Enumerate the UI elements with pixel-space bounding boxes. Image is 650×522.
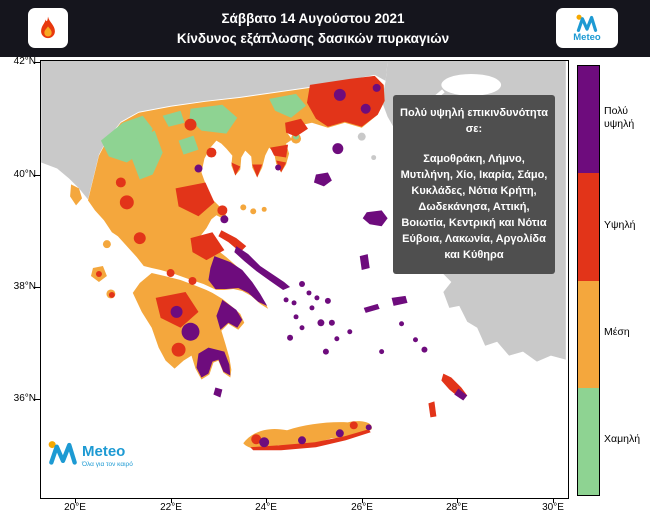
cyclades-island <box>299 325 305 331</box>
cyclades-island <box>293 314 299 320</box>
dodecanese-island <box>421 346 428 353</box>
header-bar: Σάββατο 14 Αυγούστου 2021 Κίνδυνος εξάπλ… <box>0 0 650 57</box>
lat-label-36n: 36°N <box>13 393 36 404</box>
north-euboea-red <box>218 230 247 253</box>
annotation-title: Πολύ υψηλή επικινδυνότητα σε: <box>400 107 548 135</box>
karpathos <box>428 401 437 418</box>
legend-color-medium <box>578 280 599 388</box>
annotation-body: Σαμοθράκη, Λήμνο, Μυτιλήνη, Χίο, Ικαρία,… <box>400 152 548 261</box>
header-logo-box: Meteo <box>556 8 618 48</box>
annotation-box: Πολύ υψηλή επικινδυνότητα σε: Σαμοθράκη,… <box>393 95 555 275</box>
legend-label-medium: Μέση <box>604 326 630 338</box>
chios <box>359 254 370 271</box>
legend-label-low: Χαμηλή <box>604 433 641 445</box>
watermark-brand: Meteo <box>82 443 126 460</box>
cyclades-island <box>322 348 329 355</box>
lon-tick <box>266 498 267 503</box>
fire-icon-box <box>28 8 68 48</box>
lon-label-24e: 24°E <box>255 502 277 513</box>
lon-tick <box>362 498 363 503</box>
grey-island <box>371 155 377 161</box>
samothrace <box>332 143 344 155</box>
dodecanese-island <box>399 321 405 327</box>
dodecanese-island <box>412 337 418 343</box>
legend-color-very-high <box>578 66 599 174</box>
legend-color-low <box>578 387 599 495</box>
watermark-tagline: Όλα για τον καιρό <box>82 461 133 468</box>
lesbos <box>362 210 388 227</box>
cyclades-island <box>328 319 335 326</box>
cyclades-island <box>306 290 312 296</box>
cyclades-island <box>334 336 340 342</box>
sporades-island <box>261 206 267 212</box>
cyclades-island <box>283 297 289 303</box>
south-crete-red <box>250 429 371 451</box>
watermark-text: Meteo Όλα για τον καιρό <box>82 444 133 468</box>
lat-tick <box>34 287 40 288</box>
ikaria <box>363 303 380 313</box>
legend-label-high: Υψηλή <box>604 219 636 231</box>
dodecanese-island <box>379 349 385 355</box>
lon-tick <box>171 498 172 503</box>
cyclades-island <box>317 319 325 327</box>
risk-very-high-areas <box>170 83 468 448</box>
lon-label-30e: 30°E <box>542 502 564 513</box>
lon-tick <box>553 498 554 503</box>
header-titles: Σάββατο 14 Αυγούστου 2021 Κίνδυνος εξάπλ… <box>80 0 546 57</box>
flame-icon <box>41 16 55 39</box>
lon-label-20e: 20°E <box>64 502 86 513</box>
header-date: Σάββατο 14 Αυγούστου 2021 <box>221 11 405 26</box>
header-logo-text: Meteo <box>573 32 601 44</box>
mainland-greece <box>87 75 385 309</box>
cyclades-island <box>347 329 353 335</box>
thrace-red <box>306 75 385 127</box>
map-frame: Πολύ υψηλή επικινδυνότητα σε: Σαμοθράκη,… <box>40 60 569 499</box>
lat-label-40n: 40°N <box>13 169 36 180</box>
laconia <box>196 347 231 378</box>
lat-tick <box>34 399 40 400</box>
rhodes-tip <box>454 388 468 401</box>
cyclades-island <box>324 297 331 304</box>
corfu <box>70 184 83 206</box>
cyclades-island <box>314 295 320 301</box>
lon-label-26e: 26°E <box>351 502 373 513</box>
map-watermark-logo: Meteo Όλα για τον καιρό <box>48 439 133 468</box>
legend-label-very-high: Πολύ υψηλή <box>604 105 635 130</box>
legend-color-high <box>578 173 599 281</box>
lon-tick <box>457 498 458 503</box>
lon-label-28e: 28°E <box>446 502 468 513</box>
balkans-land <box>41 61 388 200</box>
risk-colorbar <box>577 65 600 496</box>
lefkada <box>102 240 111 249</box>
meteo-logo-icon <box>576 14 598 33</box>
samos <box>391 295 408 306</box>
argolida <box>216 299 243 330</box>
grey-island <box>357 132 366 141</box>
cyclades-island <box>309 305 315 311</box>
attica-boeotia <box>208 256 268 306</box>
cyclades-island <box>299 280 305 287</box>
south-euboea <box>234 246 291 290</box>
crete <box>243 421 372 449</box>
meteo-logo-icon <box>48 441 77 465</box>
lon-tick <box>75 498 76 503</box>
sporades-island <box>250 208 257 215</box>
lat-label-42n: 42°N <box>13 56 36 67</box>
limnos <box>313 172 332 187</box>
lat-label-38n: 38°N <box>13 281 36 292</box>
cyclades-island <box>291 300 297 306</box>
lon-label-22e: 22°E <box>160 502 182 513</box>
sporades-island <box>240 204 247 211</box>
header-subtitle: Κίνδυνος εξάπλωσης δασικών πυρκαγιών <box>176 31 450 46</box>
lat-tick <box>34 175 40 176</box>
cyclades-island <box>287 334 294 341</box>
kythira <box>213 387 223 398</box>
lat-tick <box>34 62 40 63</box>
